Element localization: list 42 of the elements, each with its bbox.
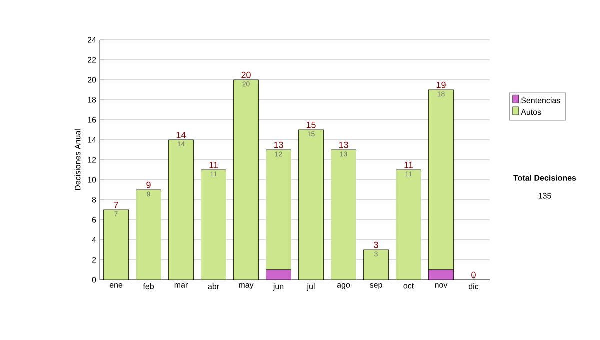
total-label: 0 xyxy=(472,272,476,278)
legend-label: Autos xyxy=(521,110,542,116)
total-label: 15 xyxy=(306,122,316,128)
total-label: 11 xyxy=(210,162,218,168)
y-tick-label: 12 xyxy=(88,157,96,163)
total-label: 13 xyxy=(274,142,284,148)
y-tick-label: 14 xyxy=(88,137,96,143)
y-tick-label: 2 xyxy=(92,257,96,263)
y-tick-label: 10 xyxy=(88,177,96,183)
total-label: 3 xyxy=(374,242,378,248)
total-label: 7 xyxy=(114,202,118,208)
total-label: 19 xyxy=(436,82,446,88)
x-tick-label: dic xyxy=(468,284,479,290)
x-tick-label: feb xyxy=(143,284,154,290)
y-tick-label: 16 xyxy=(88,117,96,123)
total-label: 13 xyxy=(339,142,348,148)
y-tick-label: 4 xyxy=(92,237,96,243)
y-tick-label: 8 xyxy=(92,197,96,203)
text: 135 xyxy=(538,193,552,199)
y-tick-label: 22 xyxy=(88,57,96,63)
y-axis-title: Decisiones Anual xyxy=(74,130,81,190)
y-tick-label: 20 xyxy=(88,77,96,83)
x-tick-label: ene xyxy=(110,284,123,288)
x-tick-label: mar xyxy=(174,284,188,288)
y-tick-label: 0 xyxy=(92,277,96,283)
x-tick-label: jun xyxy=(273,284,284,291)
total-label: 20 xyxy=(242,72,251,78)
total-label: 14 xyxy=(176,132,186,138)
total-label: 9 xyxy=(146,182,151,188)
x-tick-label: jul xyxy=(307,284,315,291)
y-tick-label: 18 xyxy=(88,97,96,103)
x-tick-label: may xyxy=(239,284,254,290)
total-label: 11 xyxy=(404,162,413,168)
x-tick-label: ago xyxy=(337,284,350,290)
x-tick-label: nov xyxy=(435,284,448,288)
y-tick-label: 6 xyxy=(92,217,96,223)
y-tick-label: 24 xyxy=(88,37,96,43)
x-tick-label: oct xyxy=(404,284,414,289)
x-tick-label: sep xyxy=(370,284,382,290)
text: Total Decisiones xyxy=(514,175,576,181)
legend-label: Sentencias xyxy=(521,98,560,104)
x-tick-label: abr xyxy=(208,284,220,290)
